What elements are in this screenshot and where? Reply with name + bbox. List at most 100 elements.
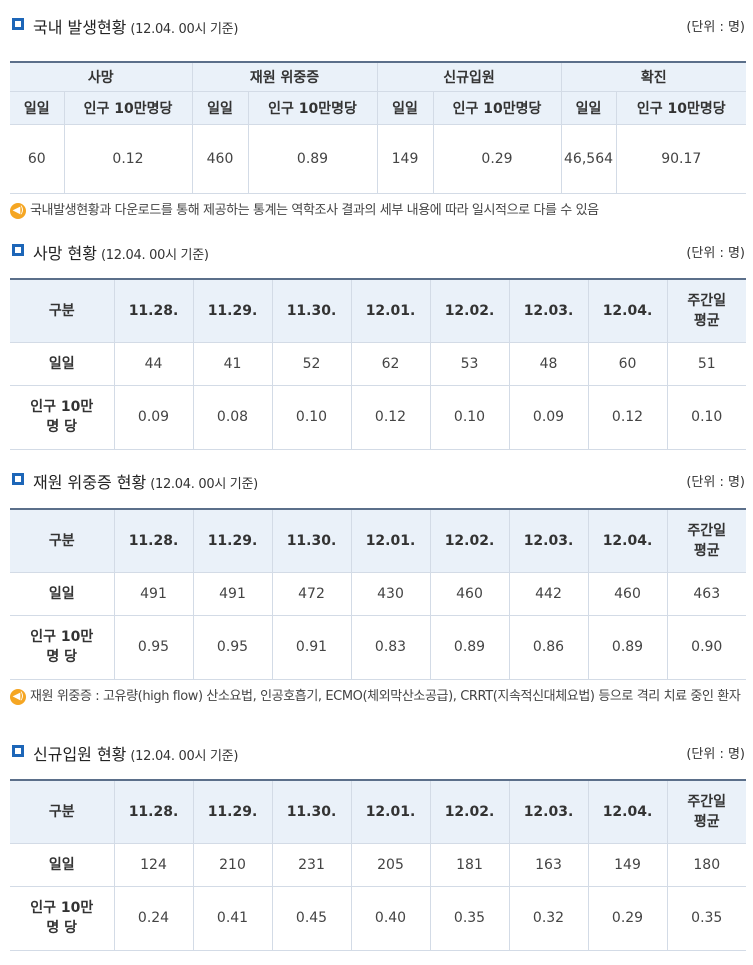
- table-cell: 0.12: [587, 384, 668, 450]
- column-header: 주간일 평균: [666, 779, 746, 844]
- table-cell: 491: [113, 571, 194, 616]
- sub-header: 일일: [191, 90, 249, 125]
- column-header: 12.01.: [350, 278, 431, 343]
- table-cell: 62: [350, 341, 431, 386]
- column-header: 11.30.: [271, 278, 352, 343]
- table-cell: 491: [192, 571, 273, 616]
- table-cell: 0.90: [666, 614, 746, 680]
- section-admission-header: 신규입원 현황 (12.04. 00시 기준) (단위 : 명): [0, 739, 753, 764]
- group-header: 확진: [560, 61, 747, 92]
- table-cell: 124: [113, 842, 194, 887]
- square-bullet-icon: [12, 473, 24, 485]
- row-label: 일일: [10, 571, 115, 616]
- table-cell: 0.12: [63, 123, 193, 194]
- table-cell: 0.35: [666, 885, 746, 951]
- section-title: 국내 발생현황 (12.04. 00시 기준): [33, 18, 239, 37]
- column-header: 12.04.: [587, 779, 668, 844]
- column-header: 구분: [10, 278, 115, 343]
- table-cell: 163: [508, 842, 589, 887]
- unit-label: (단위 : 명): [686, 20, 745, 35]
- column-header: 12.04.: [587, 508, 668, 573]
- sub-header: 인구 10만명당: [432, 90, 562, 125]
- section-title: 사망 현황 (12.04. 00시 기준): [33, 244, 209, 263]
- table-cell: 210: [192, 842, 273, 887]
- table-cell: 460: [587, 571, 668, 616]
- unit-label: (단위 : 명): [686, 747, 745, 762]
- sub-header: 일일: [376, 90, 434, 125]
- column-header: 11.30.: [271, 779, 352, 844]
- row-label: 일일: [10, 842, 115, 887]
- table-cell: 0.86: [508, 614, 589, 680]
- sub-header: 인구 10만명당: [247, 90, 378, 125]
- square-bullet-icon: [12, 745, 24, 757]
- section-title: 신규입원 현황 (12.04. 00시 기준): [33, 745, 239, 764]
- note-domestic: ◀) 국내발생현황과 다운로드를 통해 제공하는 통계는 역학조사 결과의 세부…: [10, 203, 746, 219]
- column-header: 12.03.: [508, 278, 589, 343]
- row-label: 인구 10만 명 당: [10, 885, 115, 951]
- table-cell: 48: [508, 341, 589, 386]
- critical-table: 구분 11.28. 11.29. 11.30. 12.01. 12.02. 12.03. 12…: [10, 508, 746, 680]
- table-cell: 90.17: [615, 123, 747, 194]
- column-header: 12.02.: [429, 779, 510, 844]
- sub-header: 인구 10만명당: [615, 90, 747, 125]
- sub-header: 일일: [10, 90, 65, 125]
- table-cell: 460: [191, 123, 249, 194]
- column-header: 12.01.: [350, 508, 431, 573]
- table-cell: 0.41: [192, 885, 273, 951]
- column-header: 구분: [10, 508, 115, 573]
- group-header: 사망: [10, 61, 193, 92]
- section-domestic-header: 국내 발생현황 (12.04. 00시 기준) (단위 : 명): [0, 12, 753, 37]
- table-cell: 60: [10, 123, 65, 194]
- square-bullet-icon: [12, 18, 24, 30]
- death-table: 구분 11.28. 11.29. 11.30. 12.01. 12.02. 12.03. 12…: [10, 278, 746, 450]
- table-cell: 0.29: [587, 885, 668, 951]
- column-header: 12.01.: [350, 779, 431, 844]
- table-cell: 181: [429, 842, 510, 887]
- table-cell: 53: [429, 341, 510, 386]
- row-label: 인구 10만 명 당: [10, 614, 115, 680]
- sub-header: 인구 10만명당: [63, 90, 193, 125]
- table-cell: 0.29: [432, 123, 562, 194]
- column-header: 주간일 평균: [666, 508, 746, 573]
- table-cell: 149: [587, 842, 668, 887]
- square-bullet-icon: [12, 244, 24, 256]
- column-header: 11.29.: [192, 779, 273, 844]
- column-header: 11.28.: [113, 779, 194, 844]
- column-header: 12.02.: [429, 278, 510, 343]
- speaker-icon: ◀): [10, 203, 26, 219]
- domestic-summary-table: 사망 재원 위중증 신규입원 확진 일일 인구 10만명당 일일 인구 10만명…: [10, 61, 747, 194]
- table-cell: 46,564: [560, 123, 617, 194]
- sub-header: 일일: [560, 90, 617, 125]
- table-cell: 231: [271, 842, 352, 887]
- table-cell: 180: [666, 842, 746, 887]
- table-cell: 0.09: [508, 384, 589, 450]
- table-cell: 460: [429, 571, 510, 616]
- table-cell: 51: [666, 341, 746, 386]
- table-cell: 60: [587, 341, 668, 386]
- speaker-icon: ◀): [10, 689, 26, 705]
- table-cell: 0.09: [113, 384, 194, 450]
- table-cell: 463: [666, 571, 746, 616]
- column-header: 12.02.: [429, 508, 510, 573]
- table-cell: 41: [192, 341, 273, 386]
- table-cell: 0.89: [429, 614, 510, 680]
- column-header: 12.03.: [508, 508, 589, 573]
- table-cell: 0.10: [429, 384, 510, 450]
- table-cell: 430: [350, 571, 431, 616]
- table-cell: 205: [350, 842, 431, 887]
- column-header: 11.29.: [192, 508, 273, 573]
- table-cell: 0.89: [587, 614, 668, 680]
- unit-label: (단위 : 명): [686, 475, 745, 490]
- column-header: 11.28.: [113, 278, 194, 343]
- column-header: 11.30.: [271, 508, 352, 573]
- table-cell: 0.24: [113, 885, 194, 951]
- column-header: 구분: [10, 779, 115, 844]
- group-header: 재원 위중증: [191, 61, 378, 92]
- table-cell: 0.10: [666, 384, 746, 450]
- column-header: 11.29.: [192, 278, 273, 343]
- unit-label: (단위 : 명): [686, 246, 745, 261]
- table-cell: 0.95: [192, 614, 273, 680]
- column-header: 12.04.: [587, 278, 668, 343]
- table-cell: 0.10: [271, 384, 352, 450]
- table-cell: 0.35: [429, 885, 510, 951]
